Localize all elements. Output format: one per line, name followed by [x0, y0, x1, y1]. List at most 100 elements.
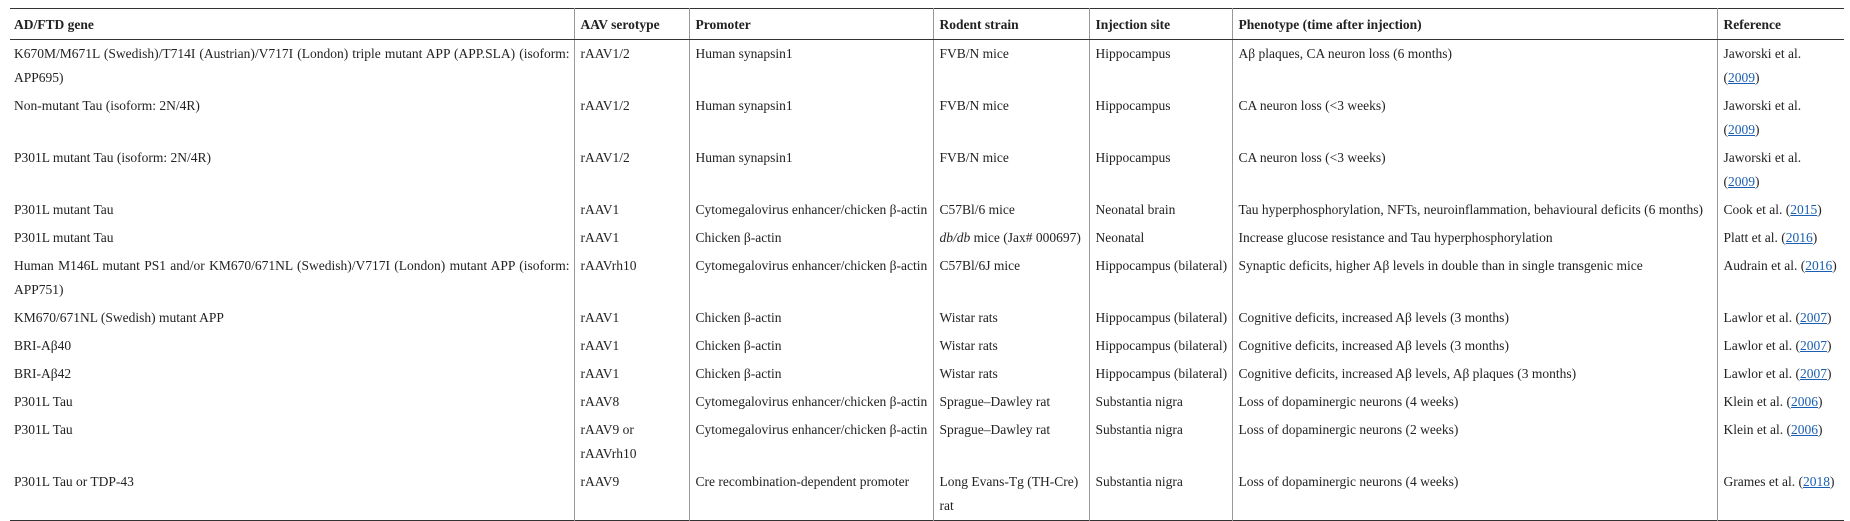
cell-text: Chicken β-actin [695, 366, 782, 381]
reference-text: Jaworski et al. ( [1723, 150, 1802, 189]
cell-text: P301L mutant Tau [14, 230, 114, 245]
table-cell: P301L Tau [10, 416, 574, 468]
cell-text: FVB/N mice [939, 98, 1009, 113]
reference-text: ) [1817, 394, 1823, 409]
table-row: P301L mutant Tau rAAV1 Chicken β-actin db/d… [10, 224, 1844, 252]
table-cell: K670M/M671L (Swedish)/T714I (Austrian)/V… [10, 40, 574, 93]
cell-text: Chicken β-actin [695, 310, 782, 325]
reference-link[interactable]: 2007 [1799, 366, 1827, 381]
cell-text: Human synapsin1 [695, 150, 793, 165]
table-row: BRI-Aβ42 rAAV1 Chicken β-actin Wistar rats H… [10, 360, 1844, 388]
table-cell: Platt et al. (2016) [1716, 224, 1844, 252]
cell-text: Neonatal brain [1095, 202, 1176, 217]
table-cell: Neonatal brain [1088, 196, 1232, 224]
reference-link[interactable]: 2018 [1802, 474, 1830, 489]
reference-link[interactable]: 2006 [1790, 422, 1818, 437]
cell-text: Wistar rats [939, 338, 998, 353]
table-cell: db/db mice (Jax# 000697) [932, 224, 1089, 252]
italic-text: db/db [939, 230, 971, 245]
cell-text: Cytomegalovirus enhancer/chicken β-actin [695, 394, 928, 409]
table-row: Human M146L mutant PS1 and/or KM670/671N… [10, 252, 1844, 304]
reference-text: ) [1826, 338, 1832, 353]
cell-text: CA neuron loss (<3 weeks) [1238, 98, 1386, 113]
reference-text: Lawlor et al. ( [1723, 366, 1800, 381]
table-cell: Cytomegalovirus enhancer/chicken β-actin [688, 252, 933, 304]
table-cell: Jaworski et al. (2009) [1716, 144, 1844, 196]
table-cell: Aβ plaques, CA neuron loss (6 months) [1231, 39, 1717, 92]
cell-text: FVB/N mice [939, 150, 1009, 165]
table-cell: Hippocampus [1088, 39, 1232, 92]
table-cell: Cytomegalovirus enhancer/chicken β-actin [688, 416, 933, 468]
table-cell: rAAV9 [573, 468, 689, 521]
cell-text: Hippocampus (bilateral) [1095, 366, 1228, 381]
reference-link[interactable]: 2016 [1785, 230, 1813, 245]
reference-link[interactable]: 2006 [1790, 394, 1818, 409]
table-cell: rAAV1 [573, 360, 689, 388]
cell-text: Substantia nigra [1095, 394, 1183, 409]
cell-text: P301L Tau [14, 422, 73, 437]
table-cell: Grames et al. (2018) [1716, 468, 1844, 521]
cell-text: rAAV8 [580, 394, 620, 409]
table-row: K670M/M671L (Swedish)/T714I (Austrian)/V… [10, 39, 1844, 93]
cell-text: Tau hyperphosphorylation, NFTs, neuroinf… [1238, 202, 1704, 217]
table-cell: rAAV8 [573, 388, 689, 416]
table-cell: Hippocampus (bilateral) [1088, 252, 1232, 304]
column-header: AAV serotype [573, 8, 689, 40]
reference-link[interactable]: 2009 [1728, 70, 1755, 85]
cell-text: Hippocampus [1095, 46, 1171, 61]
cell-text: Cre recombination-dependent promoter [695, 474, 910, 489]
table-row: BRI-Aβ40 rAAV1 Chicken β-actin Wistar rats H… [10, 332, 1844, 360]
table-row: P301L mutant Tau rAAV1 Cytomegalovirus enh… [10, 196, 1844, 224]
cell-text: rAAV9 or rAAVrh10 [580, 422, 637, 461]
header-row: AD/FTD gene AAV serotype Promoter Rodent st… [10, 8, 1844, 40]
cell-text: FVB/N mice [939, 46, 1009, 61]
data-table: AD/FTD gene AAV serotype Promoter Rodent st… [10, 8, 1844, 521]
table-cell: rAAV1/2 [573, 92, 689, 144]
table-cell: Tau hyperphosphorylation, NFTs, neuroinf… [1231, 196, 1717, 224]
reference-text: ) [1832, 258, 1837, 273]
cell-text: Synaptic deficits, higher Aβ levels in d… [1238, 258, 1643, 273]
reference-link[interactable]: 2007 [1799, 310, 1827, 325]
table-cell: FVB/N mice [932, 39, 1089, 92]
reference-link[interactable]: 2015 [1790, 202, 1818, 217]
table-row: Non-mutant Tau (isoform: 2N/4R) rAAV1/2 Hu… [10, 92, 1844, 144]
table-cell: Substantia nigra [1088, 388, 1232, 416]
cell-text: Human synapsin1 [695, 98, 793, 113]
reference-link[interactable]: 2016 [1805, 258, 1833, 273]
cell-text: C57Bl/6 mice [939, 202, 1015, 217]
table-cell: KM670/671NL (Swedish) mutant APP [10, 304, 574, 332]
reference-text: Jaworski et al. ( [1723, 98, 1802, 137]
reference-link[interactable]: 2007 [1799, 338, 1827, 353]
table-row: P301L mutant Tau (isoform: 2N/4R) rAAV1/2… [10, 144, 1844, 196]
table-cell: rAAV1 [573, 332, 689, 360]
cell-text: Sprague–Dawley rat [939, 394, 1051, 409]
table-cell: Chicken β-actin [688, 332, 933, 360]
cell-text: rAAV1 [580, 202, 620, 217]
reference-link[interactable]: 2009 [1728, 122, 1755, 137]
cell-text: Loss of dopaminergic neurons (4 weeks) [1238, 474, 1459, 489]
table-cell: Substantia nigra [1088, 416, 1232, 468]
reference-link[interactable]: 2009 [1728, 174, 1755, 189]
cell-text: rAAV1/2 [580, 150, 630, 165]
table-cell: Hippocampus (bilateral) [1088, 360, 1232, 388]
table-cell: BRI-Aβ42 [10, 360, 574, 388]
table-cell: Neonatal [1088, 224, 1232, 252]
cell-text: P301L mutant Tau [14, 202, 114, 217]
table-cell: Hippocampus [1088, 144, 1232, 196]
cell-text: Cognitive deficits, increased Aβ levels … [1238, 310, 1509, 325]
cell-text: Hippocampus (bilateral) [1095, 310, 1228, 325]
table-cell: rAAV1 [573, 196, 689, 224]
column-header: Promoter [688, 8, 933, 40]
cell-text: rAAV1 [580, 366, 620, 381]
cell-text: Cognitive deficits, increased Aβ levels … [1238, 338, 1509, 353]
cell-text: BRI-Aβ42 [14, 366, 72, 381]
cell-text: Cytomegalovirus enhancer/chicken β-actin [695, 202, 928, 217]
reference-text: ) [1817, 202, 1822, 217]
cell-text: rAAVrh10 [580, 258, 637, 273]
table-row: P301L Tau rAAV9 or rAAVrh10 Cytomegaloviru… [10, 416, 1844, 468]
reference-text: Klein et al. ( [1723, 422, 1791, 437]
table-cell: Hippocampus [1088, 92, 1232, 144]
reference-text: Lawlor et al. ( [1723, 338, 1800, 353]
table-row: P301L Tau or TDP-43 rAAV9 Cre recombinatio… [10, 468, 1844, 521]
table-cell: Cook et al. (2015) [1716, 196, 1844, 224]
